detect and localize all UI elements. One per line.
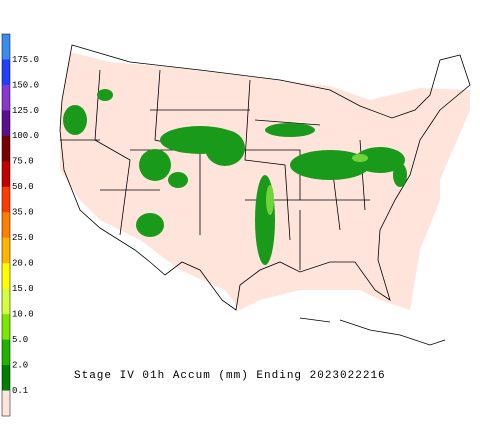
legend-swatch [2, 161, 10, 188]
cuba-outline [299, 317, 446, 346]
legend-label: 35.0 [12, 208, 34, 218]
legend-label: 5.0 [12, 335, 28, 345]
legend-label: 20.0 [12, 259, 34, 269]
legend-swatch [2, 339, 10, 366]
legend-swatch [2, 34, 10, 60]
legend-swatch [2, 59, 10, 86]
legend: 175.0 150.0 125.0 100.0 75.0 50.0 35.0 25.0 20.0… [2, 34, 39, 417]
legend-label: 0.1 [12, 386, 28, 396]
legend-swatch [2, 110, 10, 137]
legend-frame [1, 33, 11, 417]
legend-label: 75.0 [12, 157, 34, 167]
legend-swatch [2, 314, 10, 341]
legend-label: 50.0 [12, 182, 34, 192]
legend-label: 25.0 [12, 233, 34, 243]
legend-swatch [2, 390, 10, 417]
country-outline [59, 44, 471, 311]
legend-swatch [2, 84, 10, 111]
legend-label: 2.0 [12, 360, 28, 370]
legend-swatch [2, 288, 10, 315]
legend-label: 15.0 [12, 284, 34, 294]
precipitation [63, 89, 407, 265]
legend-label: 175.0 [12, 55, 39, 65]
legend-label: 150.0 [12, 80, 39, 90]
legend-swatch [2, 263, 10, 290]
legend-swatch [2, 186, 10, 213]
map-title: Stage IV 01h Accum (mm) Ending 202302221… [74, 370, 386, 382]
legend-swatch [2, 212, 10, 239]
legend-swatch [2, 135, 10, 162]
legend-label: 10.0 [12, 310, 34, 320]
legend-label: 125.0 [12, 106, 39, 116]
legend-label: 100.0 [12, 131, 39, 141]
legend-swatch [2, 365, 10, 392]
legend-swatch [2, 237, 10, 264]
